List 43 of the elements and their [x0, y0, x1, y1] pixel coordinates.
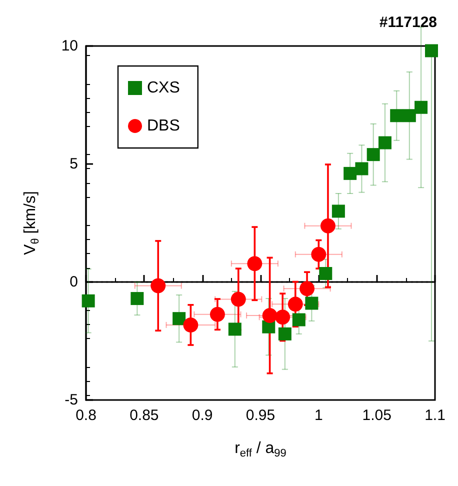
point: [378, 136, 392, 150]
point: [402, 109, 416, 122]
x-tick-label: 1.1: [424, 407, 446, 424]
point: [82, 294, 95, 308]
x-tick-label: 0.95: [246, 407, 276, 424]
point: [319, 267, 332, 280]
x-tick-label: 1: [314, 407, 323, 424]
point: [311, 246, 326, 262]
x-tick-label: 1.05: [362, 407, 392, 424]
point: [262, 308, 278, 324]
x-tick-label: 0.85: [130, 407, 159, 424]
point: [183, 317, 198, 332]
legend-label: DBS: [147, 118, 180, 134]
point: [305, 296, 318, 310]
point: [150, 278, 166, 294]
point: [292, 313, 306, 326]
point: [288, 296, 303, 312]
point: [130, 292, 144, 306]
point: [320, 218, 336, 234]
point: [172, 312, 186, 326]
point: [425, 44, 438, 58]
y-axis-title: Vθ [km/s]: [22, 191, 42, 255]
point: [278, 327, 292, 340]
point: [332, 204, 345, 218]
chart-title: #117128: [379, 14, 438, 31]
point: [247, 256, 262, 272]
x-tick-label: 0.8: [76, 407, 96, 424]
point: [228, 322, 242, 336]
point: [390, 109, 404, 122]
point: [210, 306, 225, 322]
y-tick-label: -5: [64, 392, 78, 408]
y-tick-label: 0: [70, 274, 78, 290]
y-tick-label: 5: [70, 156, 78, 172]
point: [275, 310, 290, 325]
legend-label: CXS: [147, 80, 180, 96]
point: [366, 148, 380, 162]
point: [344, 166, 357, 180]
point: [300, 281, 315, 296]
point: [355, 162, 368, 176]
y-tick-label: 10: [61, 38, 78, 54]
point: [414, 100, 428, 114]
point: [230, 292, 246, 307]
x-tick-label: 0.9: [192, 407, 213, 424]
